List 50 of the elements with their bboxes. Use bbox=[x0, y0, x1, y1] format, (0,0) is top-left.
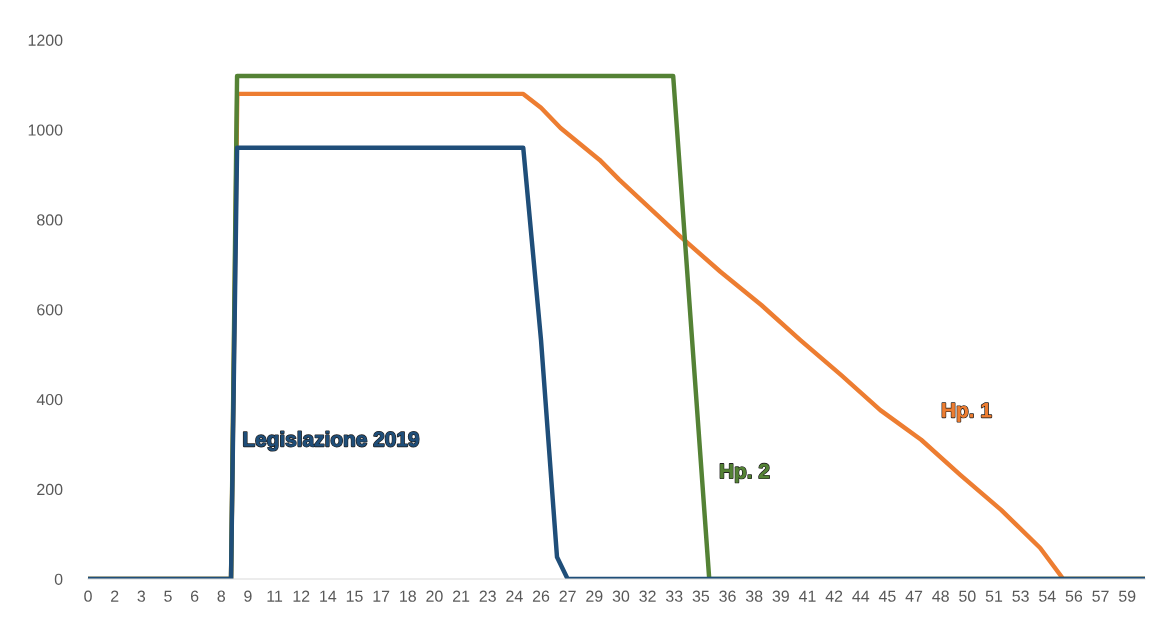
y-tick-label: 400 bbox=[36, 393, 63, 406]
x-tick-label: 45 bbox=[878, 590, 896, 602]
x-tick-label: 41 bbox=[798, 590, 816, 602]
x-tick-label: 17 bbox=[373, 590, 390, 602]
x-tick-label: 50 bbox=[959, 590, 976, 602]
x-tick-label: 5 bbox=[164, 590, 172, 602]
x-tick-label: 38 bbox=[745, 590, 763, 602]
series-label: Hp. 1 bbox=[942, 402, 992, 422]
y-tick-label: 200 bbox=[37, 483, 63, 496]
x-tick-label: 6 bbox=[190, 590, 199, 602]
x-tick-label: 12 bbox=[293, 590, 310, 602]
x-tick-label: 3 bbox=[137, 590, 146, 602]
x-tick-label: 48 bbox=[932, 590, 949, 602]
x-tick-label: 36 bbox=[719, 590, 736, 602]
y-tick-label: 1200 bbox=[28, 34, 63, 46]
x-tick-label: 11 bbox=[267, 590, 283, 602]
x-tick-label: 56 bbox=[1065, 590, 1083, 602]
x-tick-label: 0 bbox=[84, 590, 92, 602]
x-tick-label: 44 bbox=[852, 590, 870, 602]
x-tick-label: 33 bbox=[665, 590, 683, 602]
x-tick-label: 23 bbox=[479, 590, 496, 602]
x-tick-label: 27 bbox=[559, 590, 576, 602]
x-tick-label: 21 bbox=[453, 590, 470, 602]
x-tick-label: 14 bbox=[320, 590, 337, 602]
y-tick-label: 800 bbox=[37, 214, 63, 226]
x-tick-label: 32 bbox=[639, 590, 656, 602]
x-tick-label: 26 bbox=[532, 590, 550, 602]
x-tick-label: 57 bbox=[1092, 590, 1109, 602]
x-tick-label: 47 bbox=[905, 590, 923, 602]
x-tick-label: 8 bbox=[217, 590, 226, 602]
x-tick-label: 18 bbox=[400, 590, 416, 602]
series-label: Legislazione 2019 bbox=[243, 431, 419, 451]
x-tick-label: 54 bbox=[1039, 590, 1056, 602]
y-tick-label: 1000 bbox=[28, 124, 63, 136]
x-tick-label: 20 bbox=[426, 590, 443, 602]
x-tick-label: 39 bbox=[772, 590, 789, 602]
x-tick-label: 2 bbox=[111, 590, 119, 602]
x-tick-label: 42 bbox=[825, 590, 843, 602]
y-tick-label: 600 bbox=[37, 304, 63, 316]
series-label: Hp. 2 bbox=[720, 463, 770, 483]
x-tick-label: 59 bbox=[1118, 590, 1136, 602]
x-tick-label: 30 bbox=[612, 590, 630, 602]
x-tick-label: 24 bbox=[506, 590, 523, 602]
x-tick-label: 15 bbox=[346, 590, 363, 602]
y-tick-label: 0 bbox=[54, 573, 63, 585]
x-tick-label: 29 bbox=[586, 590, 603, 602]
x-tick-label: 53 bbox=[1012, 590, 1029, 602]
x-tick-label: 35 bbox=[692, 590, 710, 602]
x-tick-label: 51 bbox=[985, 590, 1003, 602]
x-tick-label: 9 bbox=[244, 590, 252, 602]
